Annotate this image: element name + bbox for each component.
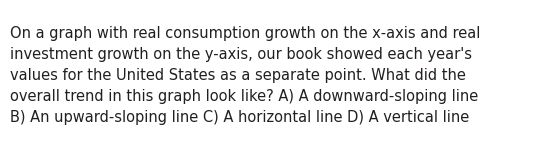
Text: On a graph with real consumption growth on the x-axis and real
investment growth: On a graph with real consumption growth … bbox=[10, 26, 480, 125]
